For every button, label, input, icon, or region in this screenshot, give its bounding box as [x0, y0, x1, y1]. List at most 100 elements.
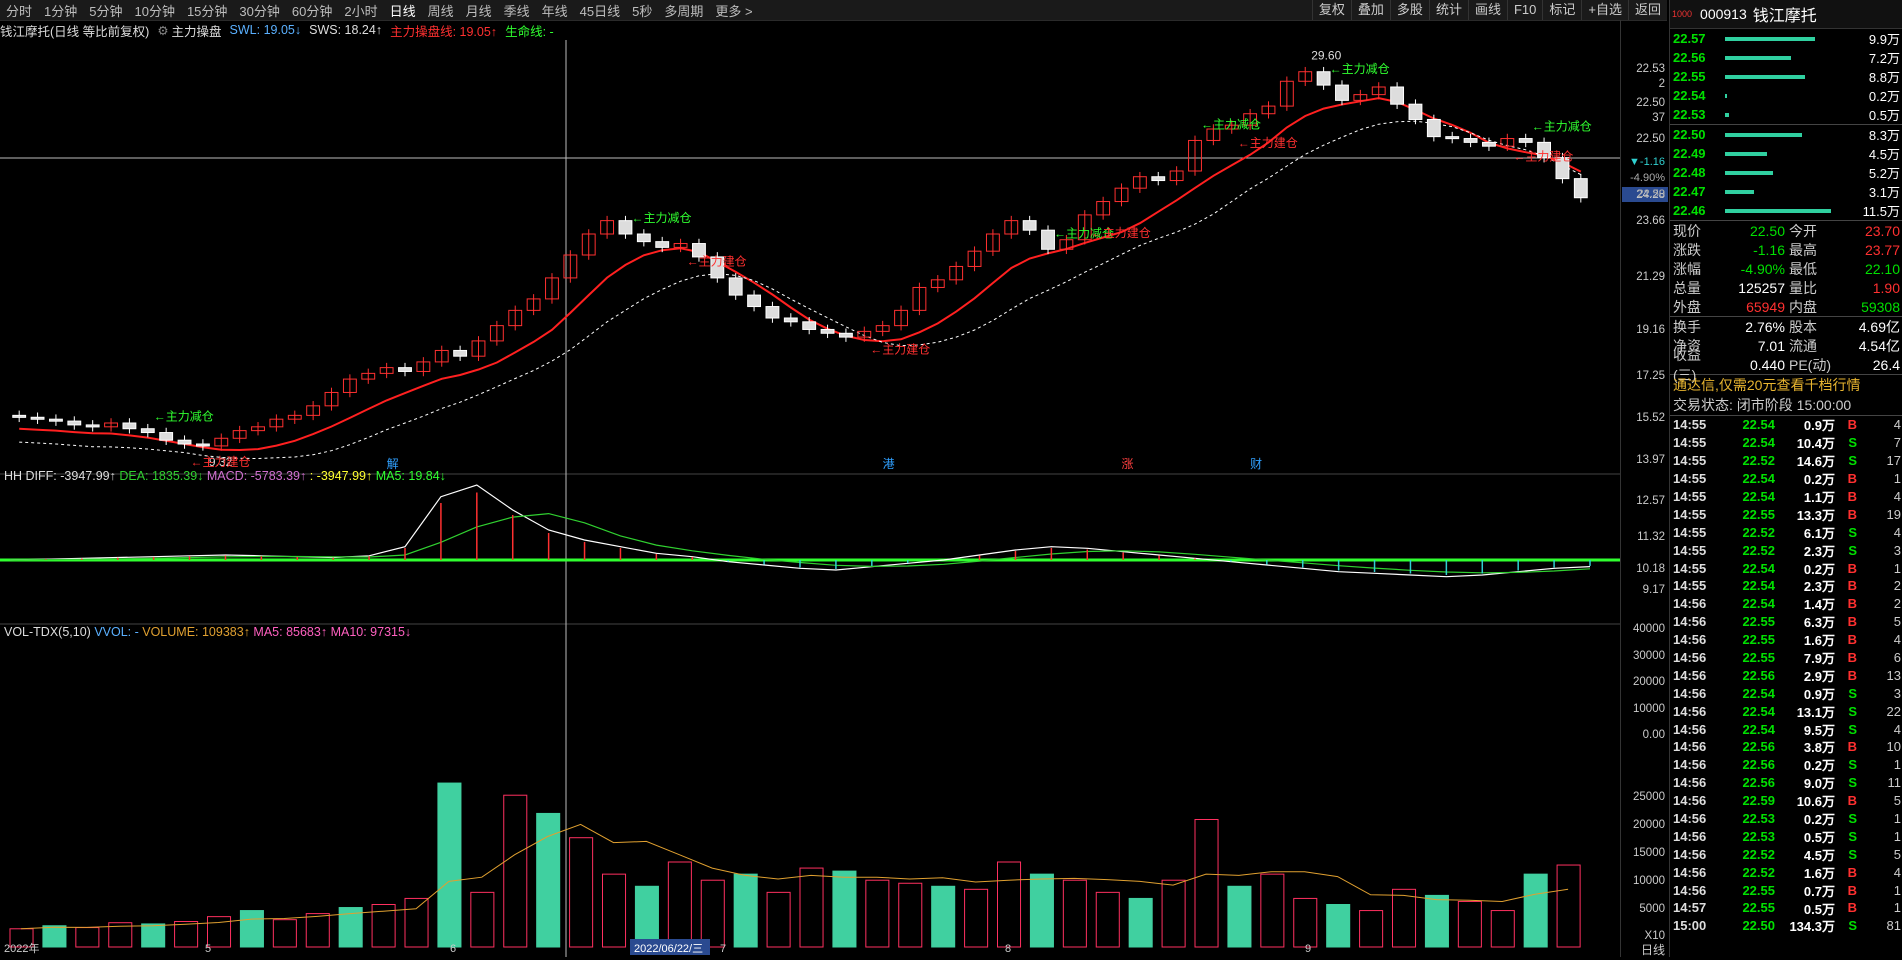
order-bar: [1725, 74, 1806, 79]
tab-60分钟[interactable]: 60分钟: [291, 3, 333, 19]
chart-svg[interactable]: 29.609.32←主力减仓←主力建仓←主力减仓←主力建仓←主力建仓←主力减仓←…: [0, 40, 1620, 957]
tab-更多 >[interactable]: 更多 >: [715, 3, 753, 19]
tick-price: 22.56: [1742, 775, 1775, 791]
volume-bar: [1128, 897, 1153, 948]
volume-bar: [371, 904, 396, 948]
volume-bar: [1194, 819, 1219, 948]
tab-1分钟[interactable]: 1分钟: [44, 3, 78, 19]
tick-row: 14:56 22.55 6.3万 B 5: [1670, 613, 1902, 631]
tab-季线[interactable]: 季线: [503, 3, 530, 19]
order-volume: 7.2万: [1868, 51, 1900, 66]
tab-45日线[interactable]: 45日线: [579, 3, 621, 19]
tick-time: 14:56: [1673, 793, 1707, 809]
toolbar-btn-叠加[interactable]: 叠加: [1350, 0, 1390, 20]
tick-row: 14:56 22.52 1.6万 B 4: [1670, 863, 1902, 881]
quote-label: 总量: [1673, 279, 1701, 296]
candle: [122, 422, 137, 430]
tab-分时[interactable]: 分时: [6, 3, 33, 19]
tick-volume: 0.2万: [1803, 472, 1835, 488]
tick-row: 14:57 22.55 0.5万 B 1: [1670, 899, 1902, 917]
toolbar-btn-画线[interactable]: 画线: [1467, 0, 1507, 20]
promo-link[interactable]: 通达信,仅需20元查看千档行情: [1670, 374, 1902, 395]
cursor-date: 2022/06/22/三: [634, 943, 703, 955]
tab-日线[interactable]: 日线: [389, 3, 416, 19]
toolbar-btn-复权[interactable]: 复权: [1311, 0, 1351, 20]
volume-bar: [700, 879, 725, 948]
toolbar-btn-F10[interactable]: F10: [1506, 0, 1542, 20]
tick-side: S: [1848, 811, 1857, 827]
chart-area[interactable]: 29.60 9.32 ←主力减仓 ←主力建仓 ←主力减仓 ←主力建仓 ←主力建仓 ←主力减仓 ←…: [0, 40, 1620, 957]
candle: [1004, 220, 1019, 235]
event-tag[interactable]: 解: [387, 457, 399, 471]
tick-time: 14:56: [1673, 721, 1707, 737]
candle: [1463, 138, 1478, 143]
volume-bar: [1293, 897, 1318, 948]
event-tag[interactable]: 港: [883, 457, 895, 471]
tick-time: 14:56: [1673, 685, 1707, 701]
signal-label: ←主力减仓: [631, 211, 691, 225]
volume-bar: [569, 837, 594, 948]
volume-bar: [1457, 900, 1482, 948]
tick-side: B: [1847, 596, 1857, 612]
tick-row: 14:56 22.53 0.5万 S 1: [1670, 827, 1902, 845]
tick-count: 4: [1893, 721, 1901, 737]
volume-bar: [1095, 891, 1120, 948]
toolbar-btn-标记[interactable]: 标记: [1542, 0, 1581, 20]
candle: [416, 361, 431, 372]
life-line-value: 生命线: -: [505, 24, 554, 39]
tick-side: S: [1848, 435, 1857, 451]
tick-time: 14:55: [1673, 524, 1707, 540]
tick-list[interactable]: 14:55 22.54 0.9万 B 4 14:55 22.54 10.4万 S 7 14:55 22…: [1670, 415, 1902, 935]
tab-30分钟[interactable]: 30分钟: [239, 3, 280, 19]
event-tag[interactable]: 涨: [1122, 456, 1134, 471]
candle: [232, 430, 247, 439]
tick-price: 22.52: [1742, 524, 1775, 540]
tab-周线[interactable]: 周线: [427, 3, 454, 19]
candle: [12, 414, 27, 418]
tab-15分钟[interactable]: 15分钟: [186, 3, 228, 19]
tab-月线[interactable]: 月线: [465, 3, 492, 19]
tick-count: 1: [1893, 882, 1901, 898]
order-bar: [1725, 112, 1730, 117]
stock-tag: 1000: [1672, 9, 1693, 19]
tick-time: 14:56: [1673, 667, 1707, 683]
toolbar-btn-+自选[interactable]: +自选: [1581, 0, 1628, 20]
toolbar-btn-统计[interactable]: 统计: [1428, 0, 1468, 20]
event-tag[interactable]: 财: [1250, 457, 1262, 471]
quote-label: PE(动): [1789, 356, 1831, 373]
indicator-name[interactable]: 主力操盘: [171, 24, 222, 39]
candle: [30, 416, 45, 420]
quote-label: 流通: [1789, 337, 1817, 354]
tick-side: S: [1848, 721, 1857, 737]
signal-label: ←主力建仓: [687, 255, 747, 269]
tick-count: 5: [1893, 614, 1901, 630]
tab-10分钟[interactable]: 10分钟: [134, 3, 175, 19]
tab-2小时[interactable]: 2小时: [344, 3, 378, 19]
order-price: 22.54: [1673, 88, 1706, 103]
tick-row: 14:56 22.56 0.2万 S 1: [1670, 756, 1902, 774]
candle: [563, 254, 578, 279]
price-axis-label: 2: [1659, 78, 1665, 90]
tab-多周期[interactable]: 多周期: [664, 3, 704, 19]
candle: [581, 233, 596, 256]
order-volume: 8.3万: [1868, 128, 1900, 143]
tick-count: 1: [1893, 900, 1901, 916]
tick-time: 14:55: [1673, 435, 1707, 451]
tab-5秒[interactable]: 5秒: [632, 3, 653, 19]
tick-time: 14:56: [1673, 775, 1707, 791]
tick-count: 11: [1887, 775, 1902, 791]
candle: [214, 437, 229, 447]
life-line: [19, 120, 1582, 460]
tab-5分钟[interactable]: 5分钟: [89, 3, 123, 19]
gear-icon[interactable]: ⚙: [157, 23, 169, 38]
toolbar-btn-多股[interactable]: 多股: [1389, 0, 1429, 20]
toolbar-btn-返回[interactable]: 返回: [1627, 0, 1667, 20]
tick-side: B: [1847, 882, 1857, 898]
quote-label: 涨跌: [1673, 241, 1701, 258]
volume-axis-label: 20000: [1633, 819, 1665, 831]
candle: [1316, 71, 1331, 86]
tick-count: 4: [1893, 632, 1901, 648]
tab-年线[interactable]: 年线: [541, 3, 568, 19]
tick-count: 1: [1893, 811, 1901, 827]
tick-side: B: [1847, 560, 1857, 576]
